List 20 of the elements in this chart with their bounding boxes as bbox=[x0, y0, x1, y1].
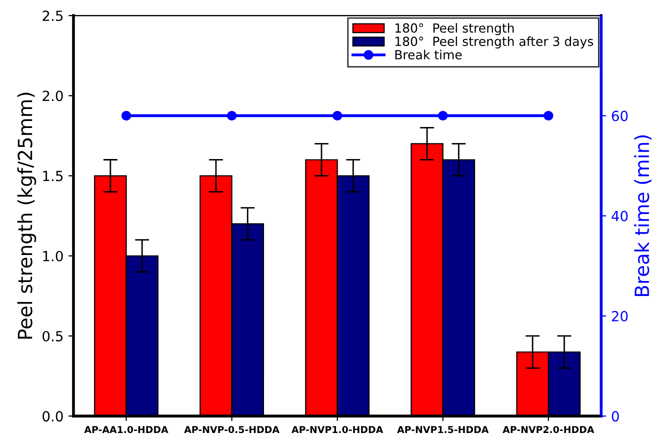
y-tick-label: 0.0 bbox=[42, 411, 63, 422]
x-tick-label: AP-NVP-0.5-HDDA bbox=[184, 426, 280, 434]
x-tick-label: AP-NVP1.0-HDDA bbox=[292, 426, 384, 434]
y-tick-label: 0.5 bbox=[42, 330, 63, 342]
legend-label: Break time bbox=[395, 50, 462, 60]
y-axis-title: Peel strength (kgf/25mm) bbox=[17, 92, 36, 339]
legend-label: 180° Peel strength bbox=[396, 23, 514, 36]
x-tick-label: AP-NVP1.5-HDDA bbox=[397, 426, 489, 434]
x-tick-label: AP-NVP2.0-HDDA bbox=[502, 426, 594, 434]
y2-tick-label: 40 bbox=[612, 210, 628, 222]
legend-label: 180° Peel strength after 3 days bbox=[396, 36, 594, 49]
y2-tick-label: 20 bbox=[612, 310, 628, 322]
x-tick-label: AP-AA1.0-HDDA bbox=[84, 426, 168, 434]
y-tick-label: 1.5 bbox=[43, 170, 63, 182]
y-tick-label: 1.0 bbox=[43, 250, 63, 262]
y-tick-label: 2.0 bbox=[42, 90, 63, 102]
y2-tick-label: 60 bbox=[612, 110, 628, 122]
y2-tick-label: 0 bbox=[612, 411, 619, 422]
y-tick-label: 2.5 bbox=[42, 10, 63, 22]
y2-axis-title: Break time (min) bbox=[634, 135, 652, 296]
